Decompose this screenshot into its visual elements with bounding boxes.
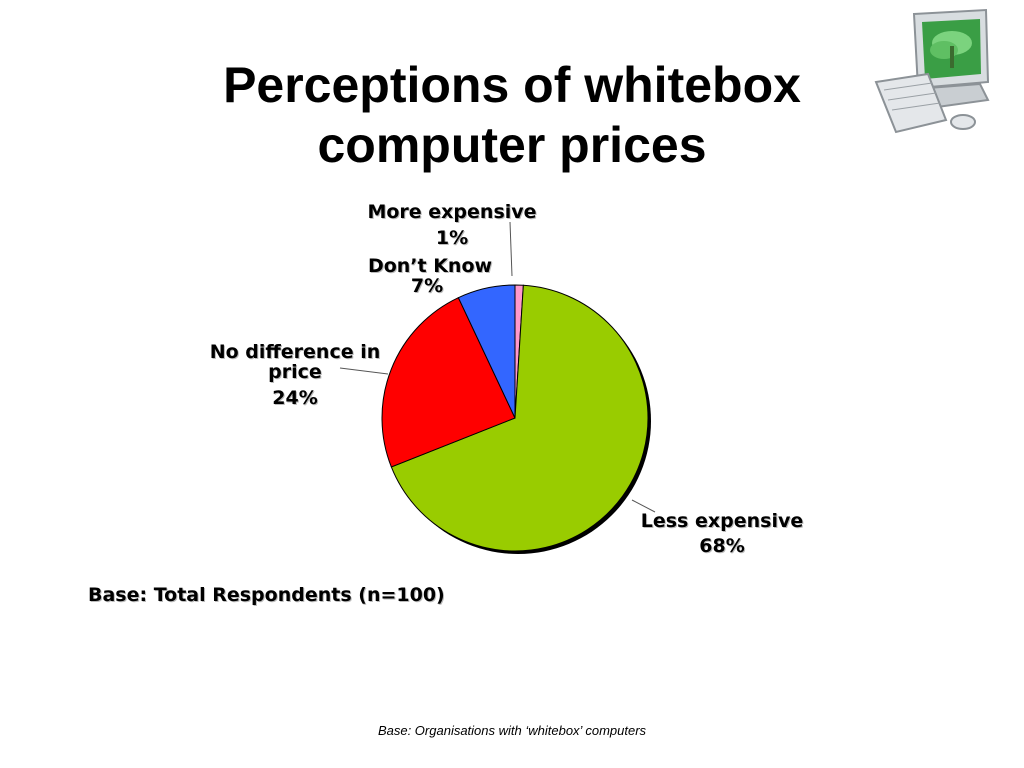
- leader-line-less-expensive: [631, 499, 656, 513]
- base-note: Base: Total Respondents (n=100): [88, 584, 445, 606]
- pie-slice-no-difference-in-price: [381, 296, 516, 468]
- label-less-expensive: Less expensive 68%: [626, 510, 818, 557]
- label-dont-know: Don’t Know 7%: [350, 256, 510, 296]
- label-no-difference-name-1: No difference in: [209, 341, 381, 363]
- label-more-expensive: More expensive 1%: [352, 201, 552, 249]
- label-less-expensive-value: 68%: [699, 535, 745, 557]
- label-no-difference-name-2: price: [268, 361, 322, 383]
- leader-lines: [339, 221, 656, 513]
- label-dont-know-name: Don’t Know: [367, 255, 493, 277]
- label-less-expensive-name: Less expensive: [640, 510, 804, 532]
- title-line-2: computer prices: [317, 117, 707, 173]
- leader-line-more-expensive: [509, 221, 513, 277]
- label-more-expensive-name: More expensive: [367, 201, 537, 223]
- footer-note: Base: Organisations with ‘whitebox’ comp…: [377, 723, 647, 738]
- slide-title: Perceptions of whitebox computer prices: [112, 55, 912, 175]
- label-more-expensive-value: 1%: [435, 227, 469, 249]
- desktop-computer-icon: [874, 8, 990, 134]
- label-no-difference-value: 24%: [272, 387, 318, 409]
- pie-slices: [381, 284, 651, 554]
- leader-line-no-difference: [339, 367, 389, 375]
- pie-slice-less-expensive: [390, 284, 649, 552]
- label-no-difference: No difference in price 24%: [195, 342, 395, 408]
- label-dont-know-value: 7%: [410, 275, 444, 297]
- pie-slice-don-t-know: [457, 284, 516, 419]
- title-line-1: Perceptions of whitebox: [223, 57, 801, 113]
